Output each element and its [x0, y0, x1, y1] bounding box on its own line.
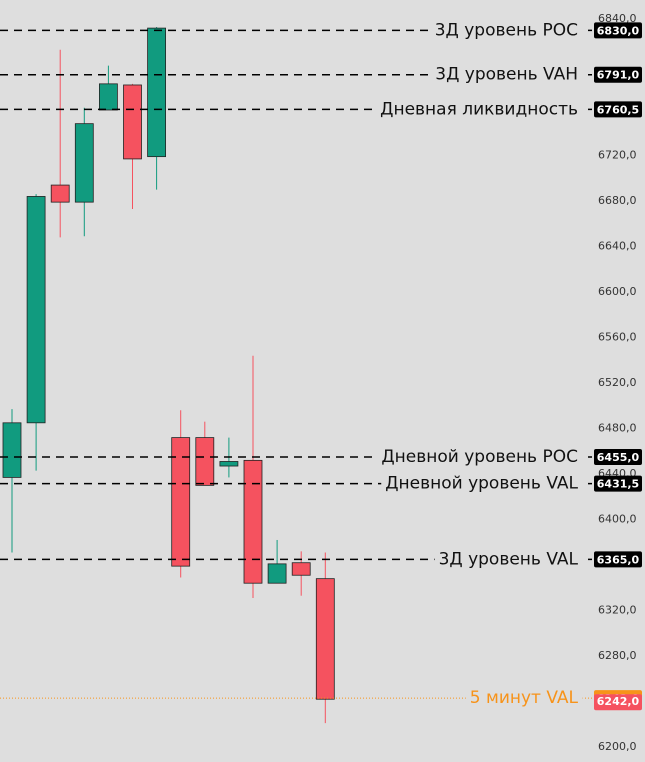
candle-body: [50, 184, 70, 203]
level-label: Дневной уровень POC: [381, 447, 578, 467]
candle-body: [147, 27, 167, 158]
candle-body: [123, 84, 142, 160]
level-label-bg: [431, 64, 582, 85]
candle-body: [99, 83, 118, 111]
price-box: [594, 551, 642, 568]
y-tick-label: 6600,0: [598, 285, 637, 298]
level-label-bg: [434, 549, 583, 570]
candle-body: [26, 196, 46, 424]
y-tick-label: 6480,0: [598, 422, 637, 435]
candle-body: [243, 459, 263, 584]
level-label: 3Д уровень POC: [435, 20, 578, 40]
y-tick-label: 6400,0: [598, 513, 637, 526]
y-tick-label: 6640,0: [598, 240, 637, 253]
candle-body: [219, 461, 239, 467]
level-label: Дневной уровень VAL: [385, 474, 578, 494]
price-box: [594, 475, 642, 492]
level-label-bg: [377, 446, 582, 467]
level-label-bg: [381, 473, 583, 494]
candle-body: [2, 422, 22, 478]
price-box-label: 6455,0: [597, 451, 640, 464]
candle-body: [315, 578, 335, 700]
y-tick-label: 6680,0: [598, 194, 637, 207]
last-price-box: [594, 694, 642, 711]
candle-body: [74, 123, 94, 203]
price-box: [594, 66, 642, 83]
level-label: 3Д уровень VAL: [439, 549, 579, 569]
y-tick-label: 6720,0: [598, 149, 637, 162]
candle-body: [267, 563, 287, 584]
price-box-label: 6365,0: [597, 553, 640, 566]
y-tick-label: 6520,0: [598, 376, 637, 389]
price-box: [594, 22, 642, 39]
level-label-bg: [430, 20, 582, 41]
price-box-label: 6830,0: [597, 24, 640, 37]
y-tick-label: 6200,0: [598, 740, 637, 753]
y-tick-label: 6280,0: [598, 649, 637, 662]
level-label: Дневная ликвидность: [380, 99, 578, 119]
last-price-label: 6242,0: [597, 695, 640, 708]
price-box-label: 6791,0: [597, 69, 640, 82]
price-box: [594, 101, 642, 118]
level-label-bg: [376, 99, 582, 120]
level-label-bg: [465, 688, 583, 709]
price-box-label: 6431,5: [597, 478, 639, 491]
price-box-label: 6760,5: [597, 103, 639, 116]
y-tick-label: 6320,0: [598, 604, 637, 617]
price-box: [594, 448, 642, 465]
y-tick-label: 6560,0: [598, 331, 637, 344]
candle-body: [195, 437, 215, 486]
candle-body: [171, 437, 191, 567]
y-tick-label: 6840,0: [598, 12, 637, 25]
level-label: 3Д уровень VAH: [435, 65, 578, 85]
candle-body: [291, 562, 311, 576]
level-label: 5 минут VAL: [470, 688, 579, 708]
